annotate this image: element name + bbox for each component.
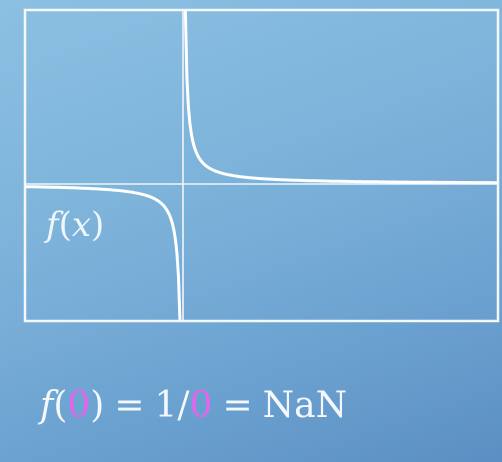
curve-left-branch bbox=[25, 185, 182, 321]
function-label: f(x) bbox=[46, 208, 104, 242]
curve-right-branch bbox=[183, 10, 498, 185]
plot-frame bbox=[23, 8, 500, 323]
equation-equals-1: = bbox=[114, 385, 145, 426]
function-paren-open: ( bbox=[58, 205, 72, 245]
equation-paren-open: ( bbox=[53, 385, 68, 426]
equation: f(0) = 1/0 = NaN bbox=[40, 388, 347, 424]
function-paren-close: ) bbox=[91, 205, 105, 245]
equation-numerator: 1 bbox=[154, 385, 178, 426]
equation-paren-close: ) bbox=[90, 385, 105, 426]
equation-equals-2: = bbox=[222, 385, 253, 426]
function-name: f bbox=[46, 205, 59, 245]
equation-result: NaN bbox=[262, 385, 348, 426]
equation-denominator: 0 bbox=[189, 385, 213, 426]
equation-argument: 0 bbox=[67, 385, 91, 426]
equation-slash: / bbox=[177, 385, 190, 426]
equation-function: f bbox=[40, 385, 54, 426]
function-variable: x bbox=[71, 205, 92, 245]
